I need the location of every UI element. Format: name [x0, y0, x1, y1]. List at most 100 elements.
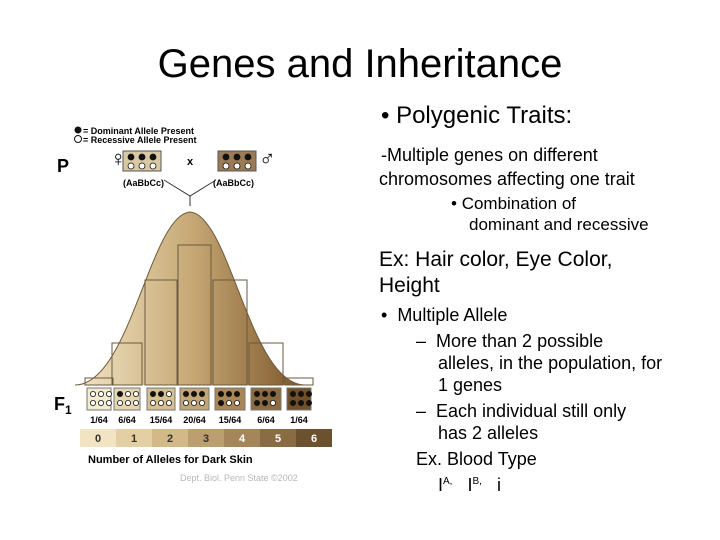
fraction-label: 15/64 — [150, 415, 173, 425]
recessive-dot-icon — [150, 399, 157, 406]
allele-number-label: 4 — [239, 433, 246, 445]
dominant-dot-icon — [305, 390, 312, 397]
recessive-dot-icon — [98, 399, 105, 406]
bell-curve-outline — [74, 211, 306, 386]
legend-recessive: = Recessive Allele Present — [83, 135, 197, 145]
dominant-dot-icon — [289, 390, 296, 397]
histogram-bar — [177, 244, 212, 386]
dominant-dot-icon — [127, 153, 135, 161]
dominant-dot-icon — [182, 390, 189, 397]
dominant-dot-icon — [117, 390, 124, 397]
recessive-dot-icon — [182, 399, 189, 406]
dominant-dot-icon — [225, 390, 232, 397]
histogram-bar — [212, 279, 248, 386]
allele-number-label: 0 — [95, 433, 101, 445]
recessive-dot-icon — [133, 399, 140, 406]
slide-title: Genes and Inheritance — [157, 42, 563, 86]
dominant-dot-icon — [269, 390, 276, 397]
fraction-label: 6/64 — [257, 415, 275, 425]
dominant-dot-icon — [138, 153, 146, 161]
allele-number-cell — [188, 429, 224, 447]
recessive-dot-icon — [98, 390, 105, 397]
dominant-dot-icon — [297, 399, 304, 406]
parent-right-genotype: (AaBbCc) — [213, 178, 254, 188]
recessive-dot-icon — [90, 399, 97, 406]
dominant-dot-icon — [190, 390, 197, 397]
allele-number-cell — [80, 429, 116, 447]
fraction-label: 1/64 — [90, 415, 108, 425]
f1-genotype-box — [286, 387, 312, 411]
recessive-dot-icon — [190, 399, 197, 406]
f1-generation-label: F1 — [54, 394, 72, 417]
fraction-labels: 1/64 6/64 15/64 20/64 15/64 6/64 1/64 — [90, 415, 308, 425]
allele-number-cell — [296, 429, 332, 447]
dominant-dot-icon — [233, 153, 241, 161]
fraction-label: 15/64 — [219, 415, 242, 425]
recessive-dot-icon — [225, 399, 232, 406]
parent-left-dots — [127, 153, 157, 170]
bullet-multiple-allele: • Multiple Allele — [381, 305, 508, 325]
histogram-bar — [111, 342, 143, 386]
sub-bullet-combination: • Combination of — [451, 194, 577, 213]
recessive-dot-icon — [90, 390, 97, 397]
parent-right-dots — [222, 153, 252, 170]
recessive-dot-icon — [166, 390, 173, 397]
dominant-dot-icon — [233, 390, 240, 397]
recessive-dot-icon — [244, 162, 252, 170]
recessive-dot-icon — [138, 162, 146, 170]
x-axis-label: Number of Alleles for Dark Skin — [88, 454, 253, 466]
dominant-dot-icon — [217, 390, 224, 397]
dominant-dot-icon — [261, 390, 268, 397]
dominant-dot-icon — [222, 153, 230, 161]
bell-curve — [75, 212, 305, 385]
recessive-dot-icon — [127, 162, 135, 170]
p-generation-label: P — [57, 156, 69, 176]
recessive-dot-icon — [233, 162, 241, 170]
blood-type-alleles: IA, IB, i — [438, 475, 501, 495]
figure-credit: Dept. Biol. Penn State ©2002 — [180, 473, 298, 483]
dominant-dot-icon — [198, 390, 205, 397]
allele-number-cell — [116, 429, 152, 447]
recessive-dot-icon — [233, 399, 240, 406]
allele-number-label: 1 — [131, 433, 137, 445]
dominant-dot-icon — [217, 399, 224, 406]
recessive-dot-icon — [269, 399, 276, 406]
histogram-bar — [84, 377, 114, 386]
dominant-dot-icon — [244, 153, 252, 161]
histogram-bar — [284, 377, 314, 386]
polygenic-figure: = Dominant Allele Present = Recessive Al… — [54, 126, 332, 483]
allele-number-strip: 0 1 2 3 4 5 6 — [80, 429, 332, 447]
polygenic-desc-line2: chromosomes affecting one trait — [379, 169, 635, 189]
dash-more-than-2-line2: alleles, in the population, for — [438, 353, 663, 373]
allele-number-label: 6 — [311, 433, 317, 445]
dash-each-individual: – Each individual still only — [416, 401, 627, 421]
allele-number-cell — [224, 429, 260, 447]
f1-genotype-box — [86, 387, 112, 411]
recessive-dot-icon — [74, 135, 82, 143]
recessive-dot-icon — [106, 390, 113, 397]
example-blood-type: Ex. Blood Type — [416, 449, 537, 469]
recessive-dot-icon — [149, 162, 157, 170]
polygenic-desc-line1: -Multiple genes on different — [381, 145, 598, 165]
dominant-dot-icon — [253, 399, 260, 406]
allele-number-label: 5 — [275, 433, 281, 445]
dominant-dot-icon — [253, 390, 260, 397]
example-line2: Height — [379, 274, 440, 297]
parent-left-genotype: (AaBbCc) — [123, 178, 164, 188]
allele-number-label: 3 — [203, 433, 209, 445]
recessive-dot-icon — [198, 399, 205, 406]
dash-more-than-2: – More than 2 possible — [416, 331, 604, 351]
dominant-dot-icon — [305, 399, 312, 406]
bullet-polygenic: • Polygenic Traits: — [381, 102, 573, 129]
dominant-dot-icon — [158, 390, 165, 397]
legend-dominant: = Dominant Allele Present — [83, 126, 194, 136]
recessive-dot-icon — [133, 390, 140, 397]
dominant-dot-icon — [261, 399, 268, 406]
fraction-label: 20/64 — [183, 415, 206, 425]
dash-each-individual-line2: has 2 alleles — [438, 423, 539, 443]
allele-number-label: 2 — [167, 433, 173, 445]
histogram-bar — [248, 342, 284, 386]
recessive-dot-icon — [125, 399, 132, 406]
recessive-dot-icon — [117, 399, 124, 406]
histogram-bar — [144, 279, 178, 386]
